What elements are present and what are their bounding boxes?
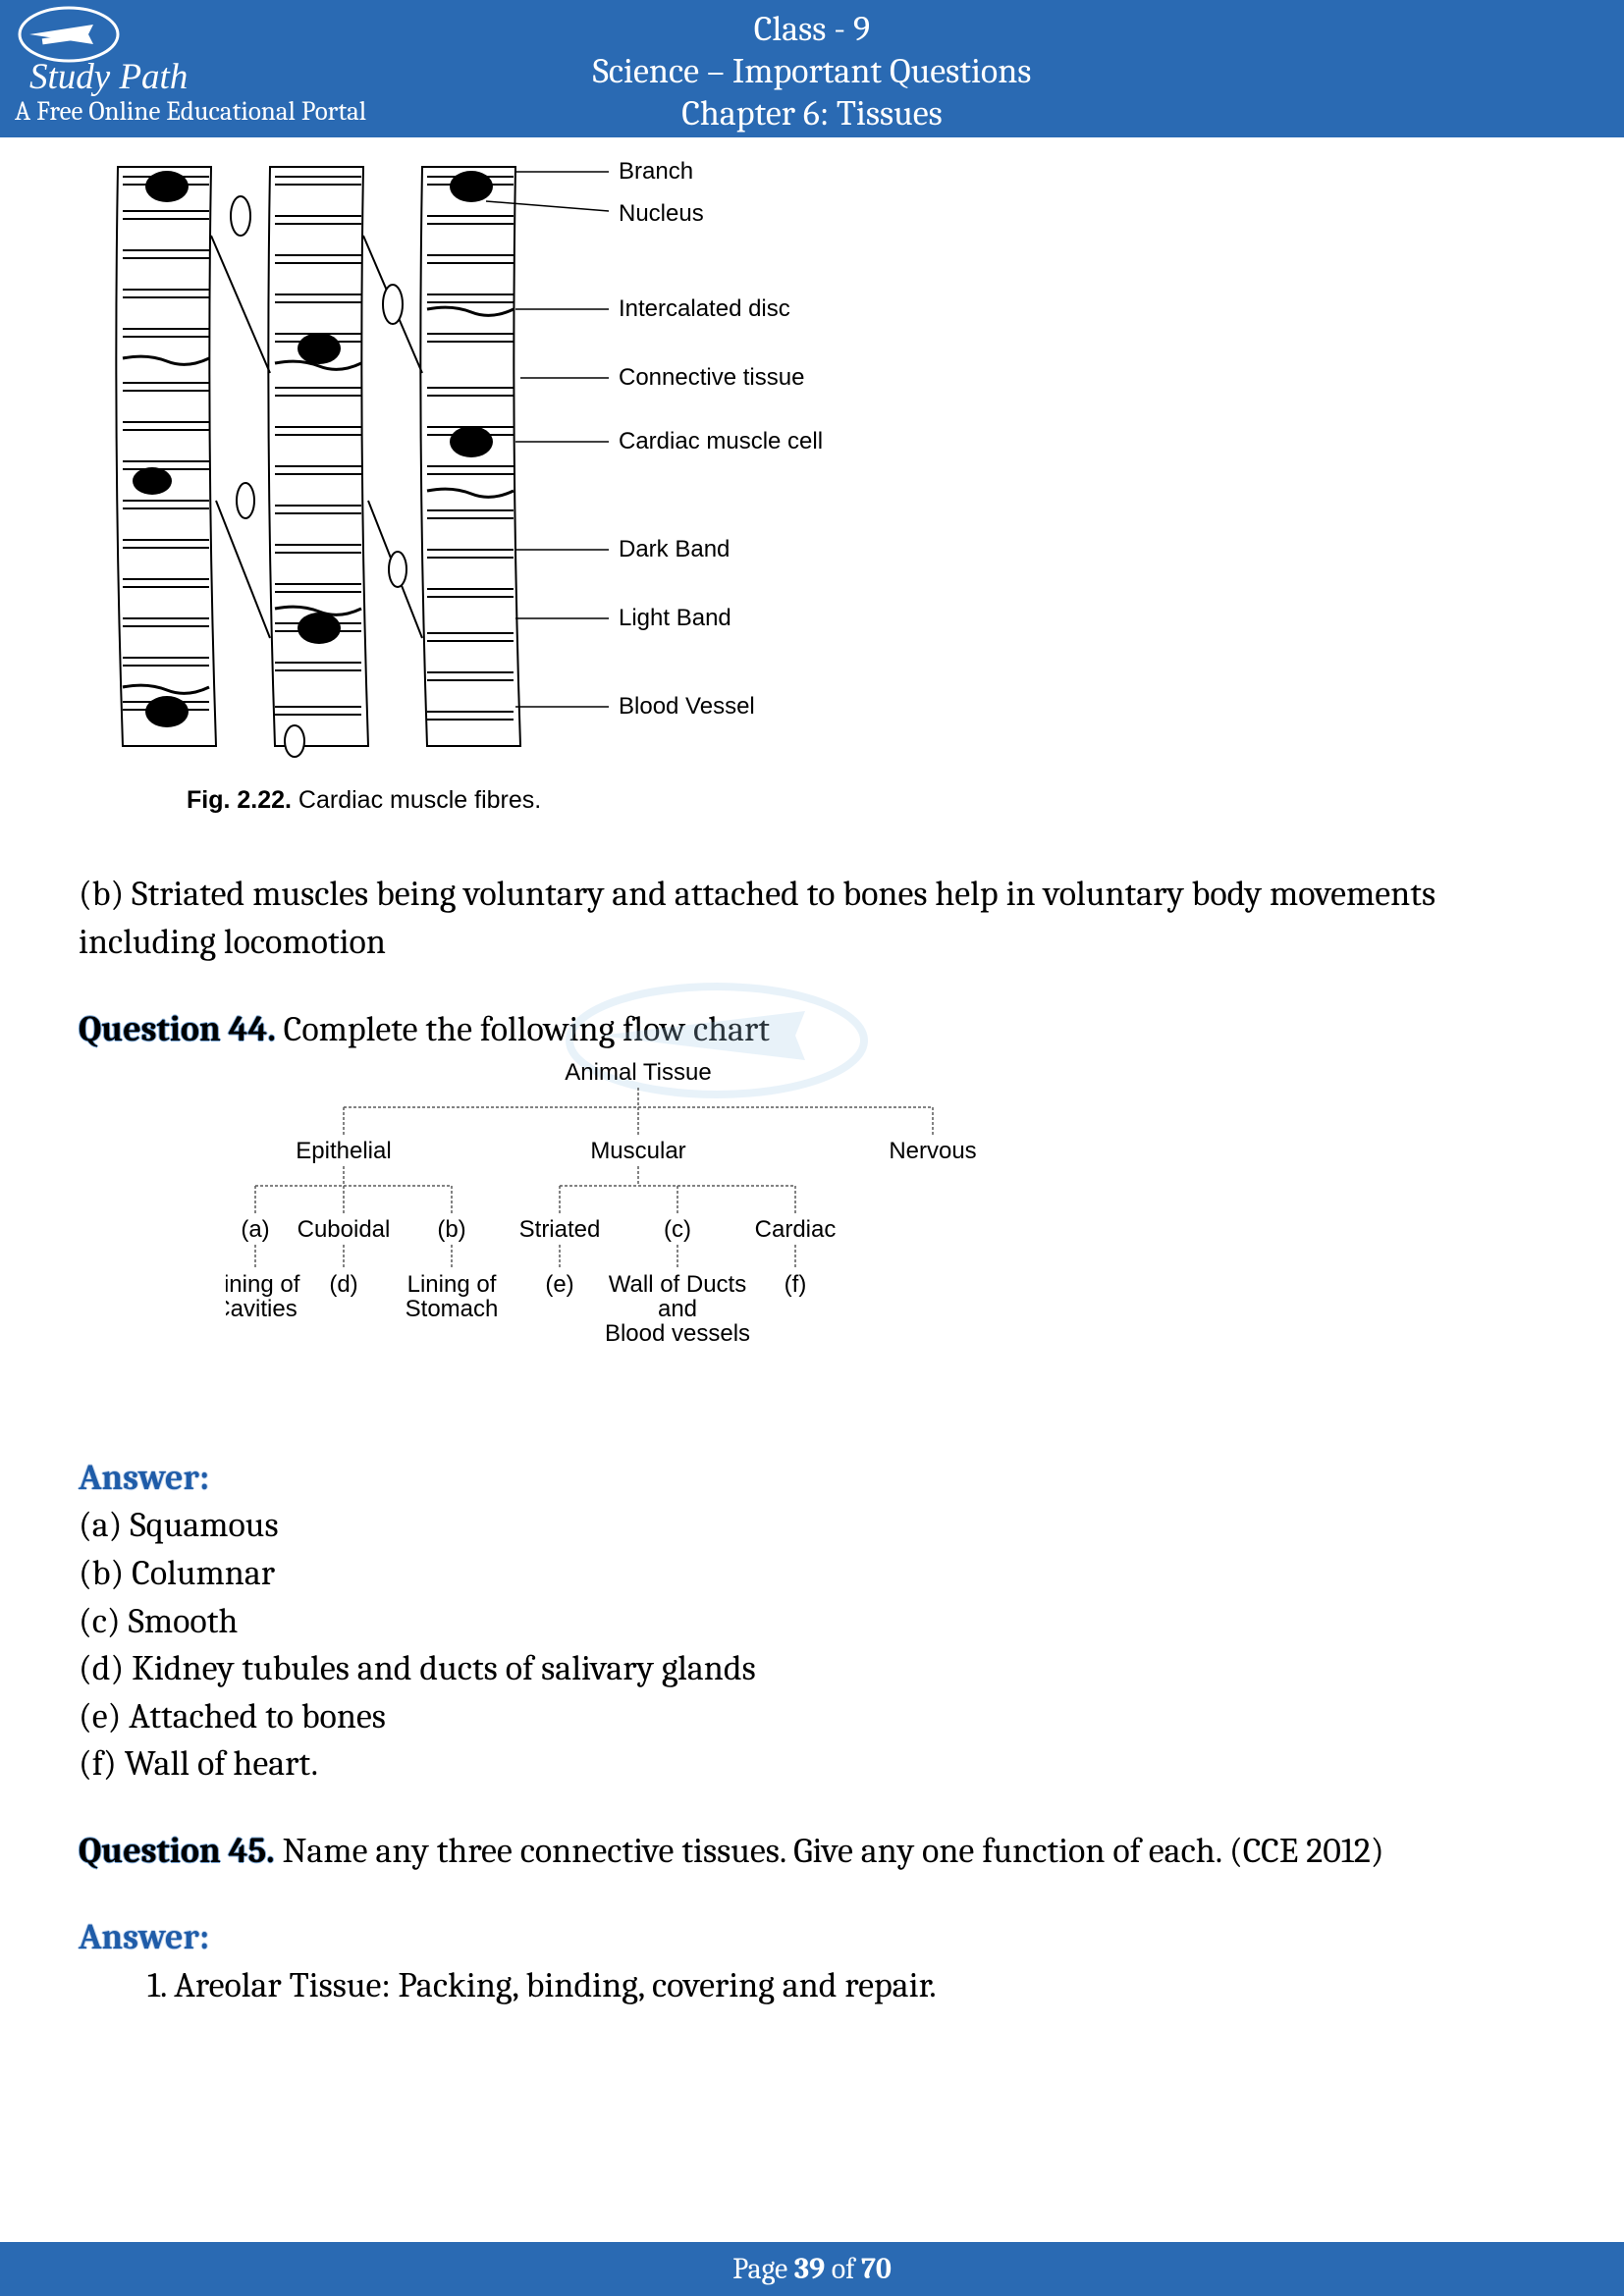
flowchart: Animal Tissue Epithelial Muscular Nervou… (226, 1058, 1545, 1401)
label-cardiac-cell: Cardiac muscle cell (619, 428, 823, 454)
caption-prefix: Fig. 2.22. (187, 786, 292, 814)
q44-label: Question 44. (79, 1009, 276, 1049)
fc-cardiac: Cardiac (755, 1216, 837, 1243)
q45-text: Name any three connective tissues. Give … (275, 1831, 1384, 1871)
header-class: Class - 9 (0, 8, 1624, 50)
fc-cuboidal: Cuboidal (298, 1216, 391, 1243)
question-44: Question 44. Complete the following flow… (79, 1006, 1545, 1054)
fc-bottom-a2: Cavities (226, 1296, 298, 1322)
answer45-item1: 1. Areolar Tissue: Packing, binding, cov… (147, 1962, 1545, 2010)
ans44-d: (d) Kidney tubules and ducts of salivary… (79, 1645, 1545, 1693)
answer-44: Answer: (a) Squamous (b) Columnar (c) Sm… (79, 1455, 1545, 1789)
item1-num: 1. (147, 1965, 166, 2005)
paragraph-b: (b) Striated muscles being voluntary and… (79, 871, 1545, 966)
header-chapter: Chapter 6: Tissues (0, 92, 1624, 134)
fc-bottom-e: (e) (545, 1271, 573, 1298)
fc-bottom-b1: Lining of (407, 1271, 497, 1298)
header-subject: Science – Important Questions (0, 50, 1624, 92)
q44-text: Complete the following flow chart (276, 1009, 770, 1049)
fc-muscular: Muscular (590, 1138, 685, 1164)
fc-bottom-c3: Blood vessels (605, 1320, 750, 1347)
label-branch: Branch (619, 158, 693, 185)
footer-current: 39 (794, 2252, 825, 2286)
fc-bottom-d: (d) (329, 1271, 357, 1298)
label-blood-vessel: Blood Vessel (619, 693, 755, 720)
answer-45: Answer: 1. Areolar Tissue: Packing, bind… (79, 1914, 1545, 2009)
item1-text: Areolar Tissue: Packing, binding, coveri… (166, 1965, 936, 2005)
question-45: Question 45. Name any three connective t… (79, 1828, 1545, 1876)
page-content: Branch Nucleus Intercalated disc Connect… (0, 137, 1624, 2010)
label-connective: Connective tissue (619, 364, 804, 391)
answer45-label: Answer: (79, 1914, 1545, 1962)
fc-striated: Striated (519, 1216, 601, 1243)
fc-a: (a) (241, 1216, 269, 1243)
fc-b: (b) (437, 1216, 465, 1243)
flowchart-svg: Animal Tissue Epithelial Muscular Nervou… (226, 1058, 1060, 1387)
answer44-label: Answer: (79, 1455, 1545, 1503)
ans44-e: (e) Attached to bones (79, 1693, 1545, 1741)
cardiac-muscle-diagram: Branch Nucleus Intercalated disc Connect… (98, 157, 903, 766)
label-intercalated: Intercalated disc (619, 295, 790, 322)
answer44-lines: (a) Squamous (b) Columnar (c) Smooth (d)… (79, 1502, 1545, 1789)
ans44-b: (b) Columnar (79, 1550, 1545, 1598)
footer-total: 70 (861, 2252, 892, 2286)
fc-epithelial: Epithelial (296, 1138, 391, 1164)
ans44-a: (a) Squamous (79, 1502, 1545, 1550)
q45-label: Question 45. (79, 1831, 275, 1871)
fc-root: Animal Tissue (565, 1059, 711, 1086)
fc-bottom-f: (f) (785, 1271, 807, 1298)
page-footer: Page 39 of 70 (0, 2242, 1624, 2296)
page-header: Study Path A Free Online Educational Por… (0, 0, 1624, 137)
fc-bottom-a1: Lining of (226, 1271, 300, 1298)
caption-text: Cardiac muscle fibres. (292, 786, 541, 814)
figure-cardiac-muscle: Branch Nucleus Intercalated disc Connect… (98, 157, 1545, 817)
header-titles: Class - 9 Science – Important Questions … (0, 8, 1624, 135)
figure-caption: Fig. 2.22. Cardiac muscle fibres. (187, 784, 1545, 818)
fc-bottom-b2: Stomach (406, 1296, 499, 1322)
fc-bottom-c1: Wall of Ducts (609, 1271, 746, 1298)
footer-middle: of (825, 2252, 861, 2286)
ans44-c: (c) Smooth (79, 1598, 1545, 1646)
fc-nervous: Nervous (889, 1138, 976, 1164)
label-nucleus: Nucleus (619, 200, 704, 227)
label-dark-band: Dark Band (619, 536, 730, 562)
fc-c: (c) (664, 1216, 691, 1243)
fc-bottom-c2: and (658, 1296, 697, 1322)
ans44-f: (f) Wall of heart. (79, 1740, 1545, 1789)
label-light-band: Light Band (619, 605, 731, 631)
footer-prefix: Page (732, 2252, 794, 2286)
